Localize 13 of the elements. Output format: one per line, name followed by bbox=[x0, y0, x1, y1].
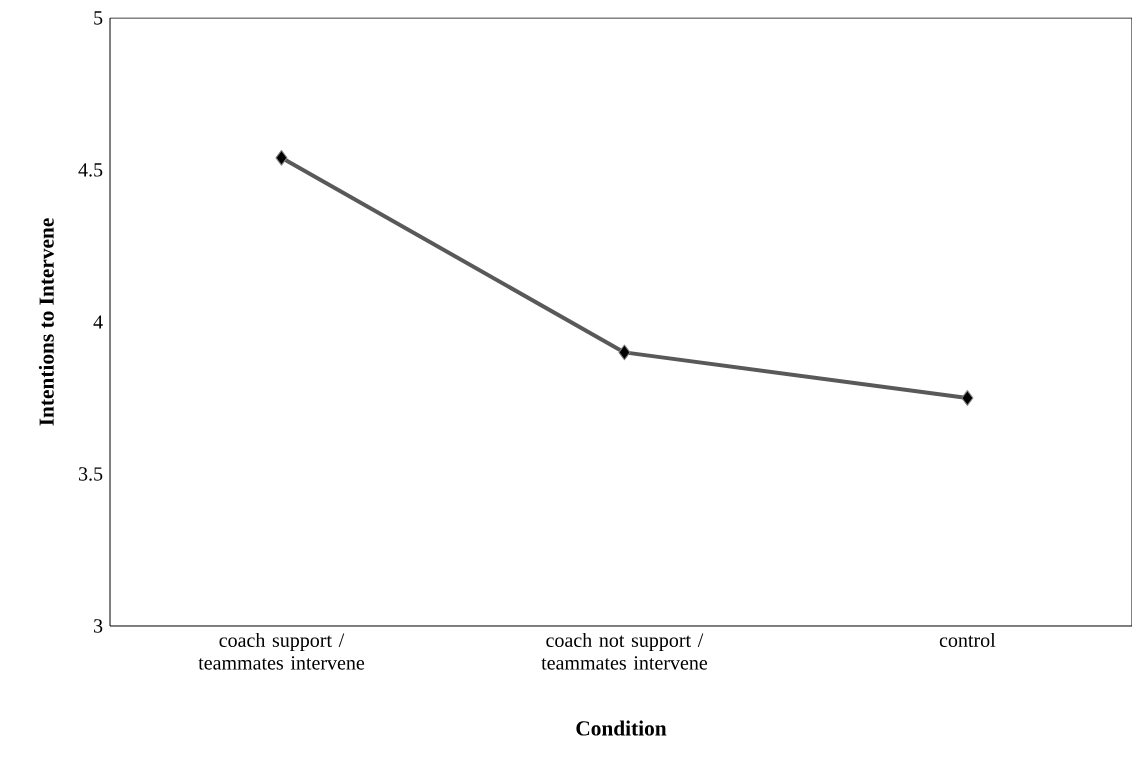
y-tick-label: 4 bbox=[93, 315, 103, 329]
x-axis-title: Condition bbox=[576, 720, 667, 736]
y-tick-label: 3.5 bbox=[79, 467, 103, 481]
point bbox=[618, 344, 631, 361]
y-tick-label: 3 bbox=[94, 619, 103, 633]
x-tick-label: control bbox=[939, 632, 996, 647]
point bbox=[275, 149, 288, 166]
x-tick-label: coach not support / teammates intervene bbox=[541, 632, 708, 670]
y-axis-title: Intentions to Intervene bbox=[38, 218, 54, 426]
y-tick-label: 4.5 bbox=[78, 163, 103, 177]
x-tick-label: coach support / teammates intervene bbox=[198, 632, 365, 670]
y-tick-label: 5 bbox=[94, 11, 103, 25]
point bbox=[961, 390, 974, 406]
